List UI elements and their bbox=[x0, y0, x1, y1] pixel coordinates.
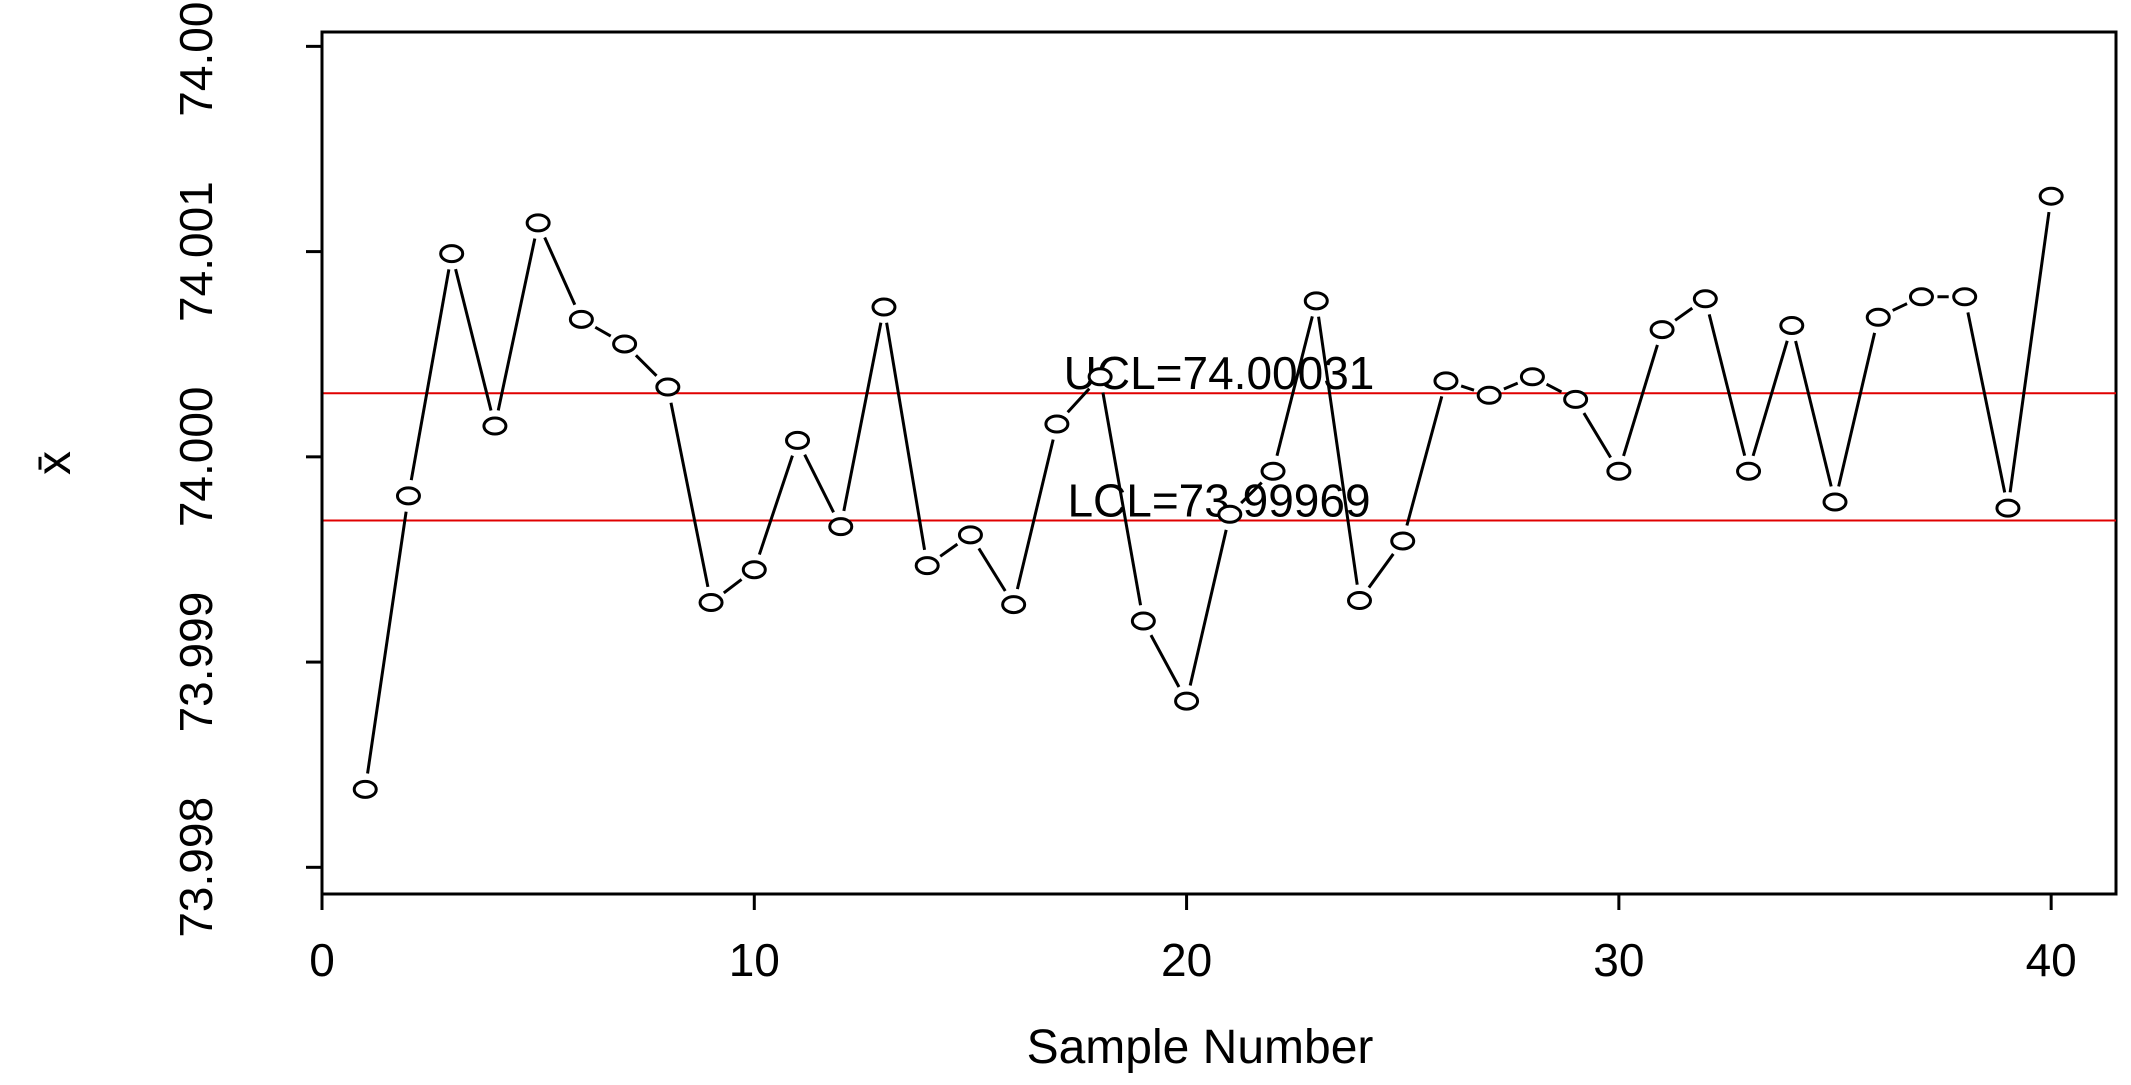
series-segment bbox=[1101, 392, 1143, 606]
series-segment bbox=[757, 455, 794, 556]
series-segment bbox=[1275, 316, 1314, 457]
data-point bbox=[1519, 367, 1545, 387]
series-segment bbox=[939, 542, 959, 558]
data-point bbox=[1260, 461, 1286, 481]
data-point bbox=[1217, 504, 1243, 524]
series-segment bbox=[1015, 439, 1055, 590]
x-axis-label: Sample Number bbox=[1027, 1021, 1374, 1074]
data-point bbox=[785, 430, 811, 450]
data-point bbox=[1001, 595, 1027, 615]
series-segment bbox=[669, 402, 710, 588]
x-tick-label: 30 bbox=[1593, 934, 1644, 986]
series-segment bbox=[543, 236, 577, 306]
data-point bbox=[698, 593, 724, 613]
x-tick-label: 0 bbox=[309, 934, 335, 986]
data-point bbox=[871, 297, 897, 317]
series-segment bbox=[2008, 211, 2051, 493]
series-segment bbox=[803, 454, 835, 513]
data-point bbox=[1174, 691, 1200, 711]
series-points bbox=[352, 186, 2064, 799]
data-point bbox=[655, 377, 681, 397]
data-point bbox=[1952, 287, 1978, 307]
data-point bbox=[1822, 492, 1848, 512]
data-point bbox=[1346, 591, 1372, 611]
data-point bbox=[2038, 186, 2064, 206]
series-segment bbox=[1707, 313, 1747, 457]
data-point bbox=[1606, 461, 1632, 481]
data-point bbox=[1908, 287, 1934, 307]
data-point bbox=[1390, 531, 1416, 551]
data-point bbox=[1433, 371, 1459, 391]
x-axis: 0 10 20 30 40 bbox=[309, 892, 2077, 986]
series-segment bbox=[409, 269, 451, 481]
series-segment bbox=[1317, 316, 1359, 585]
series-segment bbox=[1188, 529, 1228, 686]
series-segment bbox=[977, 547, 1007, 592]
data-point bbox=[612, 334, 638, 354]
series-segment bbox=[366, 511, 408, 774]
data-point bbox=[568, 309, 594, 329]
y-tick-label: 74.000 bbox=[170, 386, 222, 527]
series-segment bbox=[1503, 381, 1519, 391]
x-tick-label: 40 bbox=[2026, 934, 2077, 986]
series-segment bbox=[1405, 395, 1444, 526]
series-segment bbox=[1149, 634, 1181, 688]
series-segment bbox=[1674, 306, 1694, 322]
data-point bbox=[957, 525, 983, 545]
data-point bbox=[1736, 461, 1762, 481]
series-segment bbox=[594, 325, 612, 338]
series-segment bbox=[1794, 340, 1833, 487]
data-point bbox=[352, 779, 378, 799]
y-axis-label: x̄ bbox=[28, 451, 81, 475]
series-segment bbox=[634, 354, 658, 377]
y-tick-label: 73.999 bbox=[170, 592, 222, 733]
series-line bbox=[366, 211, 2051, 774]
data-point bbox=[741, 560, 767, 580]
series-segment bbox=[1367, 553, 1395, 589]
series-segment bbox=[454, 268, 493, 411]
data-point bbox=[914, 556, 940, 576]
series-segment bbox=[1582, 412, 1612, 459]
series-segment bbox=[1460, 384, 1475, 392]
series-segment bbox=[1966, 312, 2007, 493]
series-segment bbox=[496, 238, 537, 411]
series-segment bbox=[1545, 382, 1563, 394]
data-point bbox=[1865, 307, 1891, 327]
data-point bbox=[1087, 367, 1113, 387]
data-point bbox=[1130, 611, 1156, 631]
x-tick-label: 10 bbox=[729, 934, 780, 986]
series-segment bbox=[722, 578, 743, 595]
data-point bbox=[1649, 320, 1675, 340]
series-segment bbox=[1622, 344, 1659, 457]
series-segment bbox=[1751, 340, 1789, 457]
ucl-label: UCL=74.00031 bbox=[1064, 347, 1375, 399]
data-point bbox=[482, 416, 508, 436]
data-point bbox=[1303, 291, 1329, 311]
y-tick-label: 74.001 bbox=[170, 181, 222, 322]
series-segment bbox=[885, 322, 927, 551]
data-point bbox=[395, 486, 421, 506]
series-segment bbox=[1892, 302, 1908, 312]
y-tick-label: 73.998 bbox=[170, 797, 222, 938]
series-segment bbox=[1837, 332, 1877, 487]
data-point bbox=[1779, 315, 1805, 335]
data-point bbox=[1476, 385, 1502, 405]
data-point bbox=[1995, 498, 2021, 518]
data-point bbox=[1563, 389, 1589, 409]
x-tick-label: 20 bbox=[1161, 934, 1212, 986]
y-tick-label: 74.002 bbox=[170, 0, 222, 117]
plot-frame bbox=[320, 30, 2118, 896]
data-point bbox=[525, 213, 551, 233]
series-segment bbox=[1240, 481, 1263, 505]
series-segment bbox=[1066, 387, 1091, 414]
data-point bbox=[828, 517, 854, 537]
y-axis: 73.998 73.999 74.000 74.001 74.002 bbox=[170, 0, 324, 938]
data-point bbox=[1044, 414, 1070, 434]
series-segment bbox=[842, 322, 883, 512]
data-point bbox=[1692, 289, 1718, 309]
data-point bbox=[439, 244, 465, 264]
